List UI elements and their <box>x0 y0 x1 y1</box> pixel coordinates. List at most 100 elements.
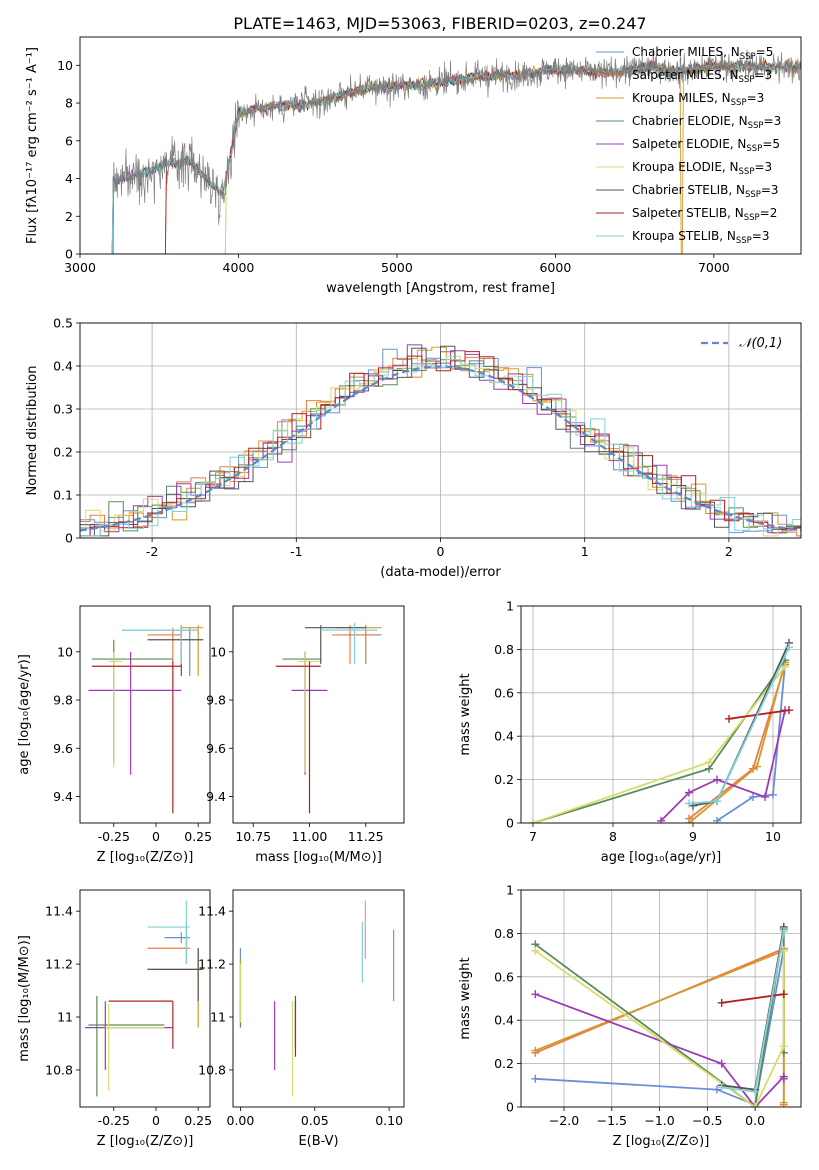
mass-weight-marker <box>779 1098 788 1107</box>
mass-weight-marker <box>785 706 793 715</box>
y-tick-label: 1 <box>506 883 514 898</box>
y-axis-label: age [log₁₀(age/yr)] <box>17 654 32 775</box>
y-tick-label: 10.8 <box>198 1062 226 1077</box>
legend-label: Chabrier STELIB, NSSP=3 <box>632 183 779 200</box>
x-axis-label: Z [log₁₀(Z/Z⊙)] <box>97 850 194 865</box>
y-axis-label: Flux [fλ10⁻¹⁷ erg cm⁻² s⁻¹ A⁻¹] <box>25 47 40 244</box>
observed-spectrum-line <box>112 47 801 254</box>
residual-histogram-chart: -2 -1 0 1 2 0 0.1 0.2 0.3 0.4 0.5 (data-model)/erro… <box>25 316 802 580</box>
y-tick-label: 2 <box>65 209 73 224</box>
mass-weight-marker <box>779 927 788 936</box>
legend-label: Salpeter MILES, NSSP=3 <box>632 68 772 85</box>
mass-weight-marker <box>725 714 733 723</box>
axes-frame <box>79 889 211 1108</box>
plot-area <box>88 625 204 814</box>
y-tick-label: 0.6 <box>494 685 514 700</box>
axes-frame <box>232 605 405 824</box>
x-tick-label: 4000 <box>223 260 255 275</box>
x-axis-label: (data-model)/error <box>380 565 501 580</box>
x-tick-label: 0 <box>437 544 445 559</box>
x-tick-label: −1.0 <box>644 1113 674 1128</box>
legend-label: Salpeter ELODIE, NSSP=5 <box>632 137 780 154</box>
y-tick-label: 10 <box>210 644 226 659</box>
legend-label-count: =3 <box>752 229 770 243</box>
mass-weight-marker <box>713 775 721 784</box>
x-axis-label: wavelength [Angstrom, rest frame] <box>326 281 555 296</box>
mass-weight-marker <box>779 1074 788 1083</box>
mass-weight-marker <box>531 946 540 955</box>
mass-weight-marker <box>685 788 693 797</box>
mass-weight-marker <box>753 762 761 771</box>
x-tick-label: 0.10 <box>375 1113 403 1128</box>
axes-frame <box>79 605 211 824</box>
legend-label-subscript: SSP <box>736 236 752 246</box>
x-tick-label: 10.75 <box>235 829 271 844</box>
x-tick-label: 5000 <box>381 260 413 275</box>
legend-label: Kroupa STELIB, NSSP=3 <box>632 229 770 246</box>
legend-label: Salpeter STELIB, NSSP=2 <box>632 206 777 223</box>
y-tick-label: 9.8 <box>53 693 73 708</box>
plot-area <box>80 344 801 537</box>
x-tick-label: 2 <box>725 544 733 559</box>
mass-weight-marker <box>717 1059 726 1068</box>
x-tick-label: 3000 <box>64 260 96 275</box>
legend-label: Kroupa ELODIE, NSSP=3 <box>632 160 772 177</box>
x-tick-label: 11.00 <box>292 829 328 844</box>
legend-label-main: Kroupa ELODIE, N <box>632 160 739 174</box>
x-tick-label: 8 <box>609 829 617 844</box>
mass-weight-line <box>532 666 786 823</box>
mass-weight-marker <box>685 799 693 808</box>
y-tick-label: 9.6 <box>53 741 73 756</box>
y-tick-label: 0 <box>506 816 514 831</box>
y-tick-label: 0.8 <box>494 926 514 941</box>
spectrum-chart: 3000 4000 5000 6000 7000 0 2 4 6 8 10 wavelength [A… <box>25 36 802 296</box>
x-tick-label: 6000 <box>539 260 571 275</box>
mass-weight-marker <box>751 1103 760 1107</box>
legend-label-subscript: SSP <box>739 75 755 85</box>
y-tick-label: 0 <box>506 1100 514 1115</box>
legend-label-main: Salpeter MILES, N <box>632 68 739 82</box>
y-tick-label: 0.8 <box>494 642 514 657</box>
legend-label-subscript: SSP <box>739 167 755 177</box>
mass-weight-marker <box>717 1083 726 1092</box>
plot-area <box>239 900 395 1097</box>
x-tick-label: -2 <box>146 544 158 559</box>
x-tick-label: 0.05 <box>301 1113 329 1128</box>
plot-area <box>85 900 204 1097</box>
legend-label-main: Salpeter ELODIE, N <box>632 137 746 151</box>
legend-label-count: =3 <box>747 91 765 105</box>
y-tick-label: 11 <box>57 1010 73 1025</box>
y-tick-label: 11.4 <box>45 904 73 919</box>
normal-reference-curve <box>80 365 801 532</box>
axes-frame <box>232 889 405 1108</box>
x-axis-label: E(B-V) <box>298 1134 338 1149</box>
mass-weight-marker <box>713 797 721 806</box>
axes-frame <box>79 322 802 539</box>
plot-area <box>80 47 801 254</box>
y-tick-label: 9.8 <box>206 693 226 708</box>
plot-area <box>275 622 382 814</box>
mass-weight-line <box>728 709 790 720</box>
legend-label: Chabrier MILES, NSSP=5 <box>632 45 773 62</box>
legend-label-count: =2 <box>760 206 778 220</box>
mass-weight-marker <box>531 1074 540 1083</box>
y-tick-label: 11.2 <box>45 957 73 972</box>
figure-title: PLATE=1463, MJD=53063, FIBERID=0203, z=0… <box>233 14 646 33</box>
mass-weight-marker <box>657 816 665 823</box>
x-tick-label: −2.0 <box>549 1113 579 1128</box>
axes-frame <box>79 36 802 255</box>
y-tick-label: 0.2 <box>494 772 514 787</box>
x-tick-label: 0.0 <box>745 1113 765 1128</box>
mass-weight-marker <box>712 1085 721 1094</box>
y-tick-label: 0.2 <box>494 1056 514 1071</box>
legend-label-count: =5 <box>762 137 780 151</box>
legend-label-main: Salpeter STELIB, N <box>632 206 744 220</box>
mass-weight-line <box>721 993 784 1004</box>
x-tick-label: 0.00 <box>227 1113 255 1128</box>
mass-weight-marker <box>531 1046 540 1055</box>
x-tick-label: 0 <box>152 829 160 844</box>
y-tick-label: 9.6 <box>206 741 226 756</box>
y-axis-label: mass [log₁₀(M/M⊙)] <box>17 935 32 1062</box>
x-tick-label: 10 <box>765 829 781 844</box>
y-tick-label: 10.8 <box>45 1062 73 1077</box>
